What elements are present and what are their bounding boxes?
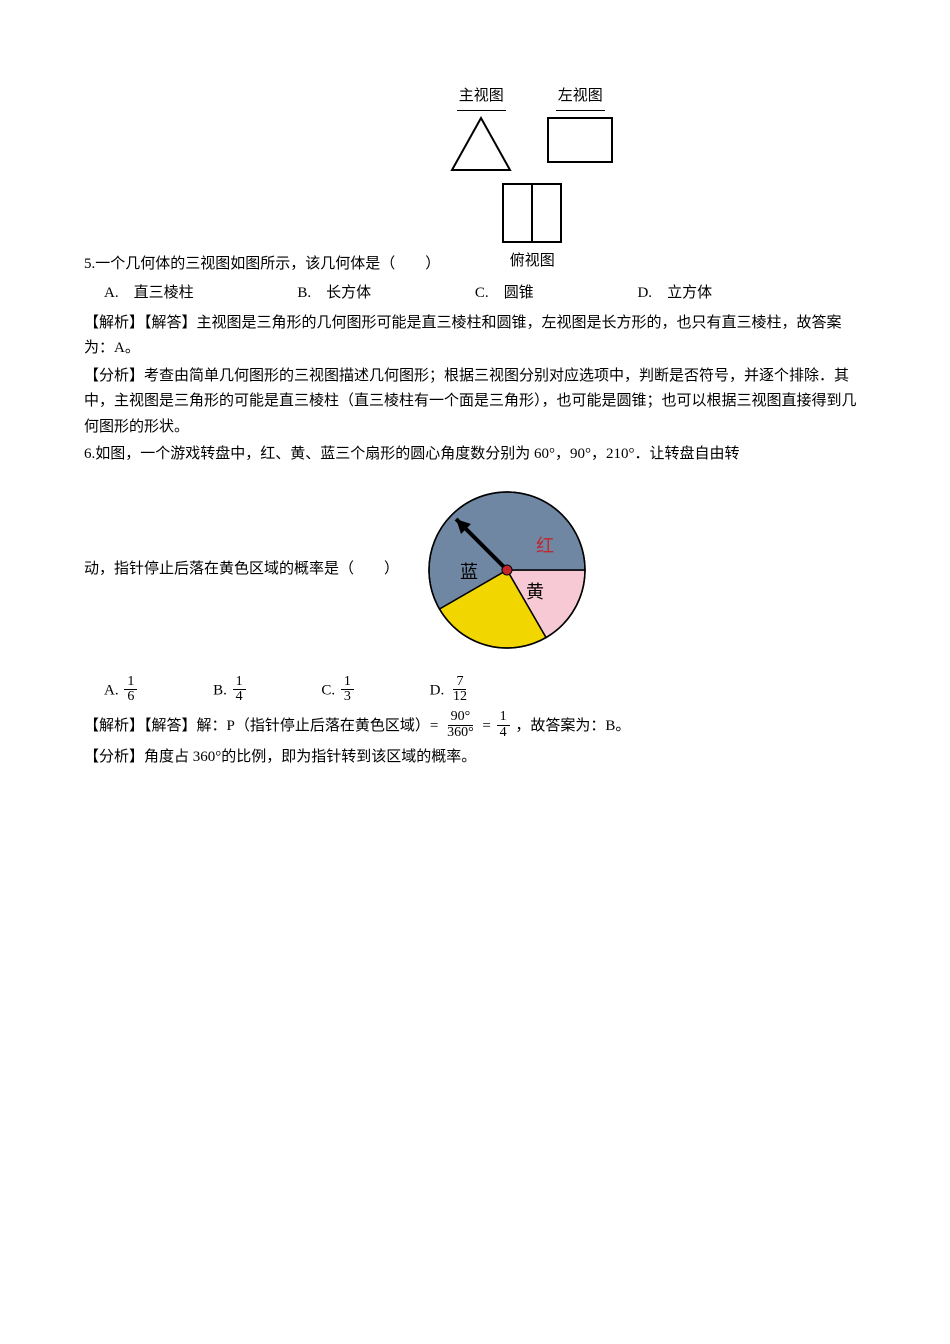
q6-analysis: 【分析】角度占 360°的比例，即为指针转到该区域的概率。 (84, 745, 866, 771)
q5-three-views: 主视图 左视图 俯视图 (448, 84, 616, 277)
left-view-block: 左视图 (544, 84, 616, 166)
left-view-icon (544, 114, 616, 166)
fraction-icon: 13 (341, 675, 354, 705)
q6-row: 动，指针停止后落在黄色区域的概率是（ ） 红黄 蓝 (84, 470, 866, 670)
q5-option-c: C. 圆锥 (475, 281, 534, 307)
top-view-icon (499, 180, 565, 246)
q6-option-c: C. 13 (321, 676, 356, 706)
fraction-icon: 16 (124, 675, 137, 705)
q6-solution: 【解析】【解答】解：P（指针停止后落在黄色区域）= 90°360° = 14 ，… (84, 710, 866, 743)
q5-option-d: D. 立方体 (637, 281, 712, 307)
top-view-block: 俯视图 (499, 180, 565, 278)
fraction-icon: 90°360° (444, 710, 477, 740)
svg-text:红: 红 (536, 536, 554, 556)
q5-option-b: B. 长方体 (297, 281, 371, 307)
fraction-icon: 14 (233, 675, 246, 705)
q5-views-top-row: 主视图 左视图 (448, 84, 616, 174)
q6-stem-b: 动，指针停止后落在黄色区域的概率是（ ） (84, 557, 399, 583)
q6-stem-a: 6.如图，一个游戏转盘中，红、黄、蓝三个扇形的圆心角度数分别为 60°，90°，… (84, 442, 866, 468)
q5-options: A. 直三棱柱 B. 长方体 C. 圆锥 D. 立方体 (84, 281, 866, 307)
q5-explain: 【解析】【解答】主视图是三角形的几何图形可能是直三棱柱和圆锥，左视图是长方形的，… (84, 311, 866, 362)
q6-option-b: B. 14 (213, 676, 248, 706)
q5-option-a: A. 直三棱柱 (104, 281, 194, 307)
q5-row: 5.一个几何体的三视图如图所示，该几何体是（ ） 主视图 左视图 俯视图 (84, 84, 866, 277)
q6-options: A. 16 B. 14 C. 13 D. 712 (84, 676, 866, 706)
front-view-block: 主视图 (448, 84, 514, 174)
front-view-label: 主视图 (457, 84, 506, 111)
q5-stem: 5.一个几何体的三视图如图所示，该几何体是（ ） (84, 252, 440, 278)
q5-analysis: 【分析】考查由简单几何图形的三视图描述几何图形；根据三视图分别对应选项中，判断是… (84, 364, 866, 441)
front-view-icon (448, 114, 514, 174)
q6-option-d: D. 712 (430, 676, 472, 706)
left-view-label: 左视图 (556, 84, 605, 111)
q6-pie-chart: 红黄 蓝 (407, 470, 607, 670)
fraction-icon: 712 (450, 675, 470, 705)
top-view-label: 俯视图 (508, 249, 557, 275)
fraction-icon: 14 (497, 710, 510, 740)
svg-text:黄: 黄 (526, 582, 544, 602)
svg-text:蓝: 蓝 (460, 562, 478, 582)
q6-option-a: A. 16 (104, 676, 139, 706)
